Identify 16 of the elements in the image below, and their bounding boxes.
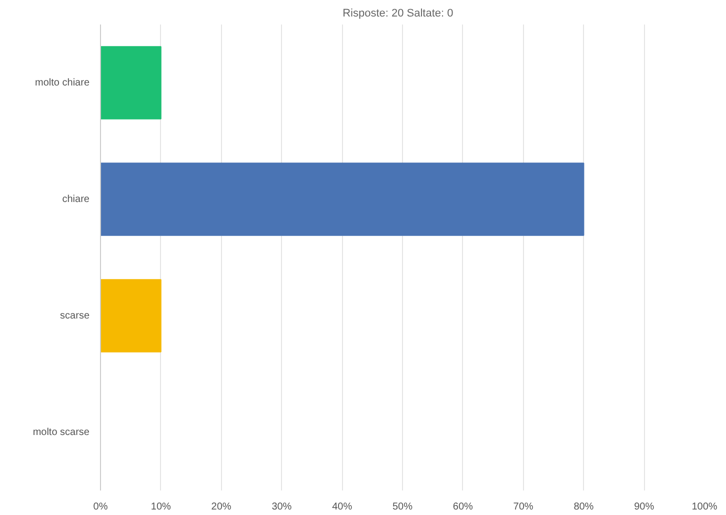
y-tick-label: molto scarse [32, 426, 90, 438]
x-tick-label: 50% [392, 502, 413, 512]
x-tick-label: 90% [634, 502, 654, 512]
y-tick-label: scarse [60, 310, 90, 322]
x-tick-label: 100% [692, 502, 718, 512]
chart-title: Risposte: 20 Saltate: 0 [342, 8, 454, 20]
x-tick-label: 10% [150, 502, 172, 512]
x-tick-label: 60% [452, 502, 474, 512]
y-tick-label: molto chiare [35, 77, 90, 88]
x-tick-label: 80% [574, 502, 594, 512]
x-tick-label: 40% [332, 502, 352, 512]
x-tick-label: 30% [272, 502, 292, 512]
x-tick-label: 20% [211, 502, 232, 512]
x-tick-label: 0% [93, 502, 108, 512]
x-tick-label: 70% [513, 502, 534, 512]
y-tick-label: chiare [62, 194, 90, 205]
